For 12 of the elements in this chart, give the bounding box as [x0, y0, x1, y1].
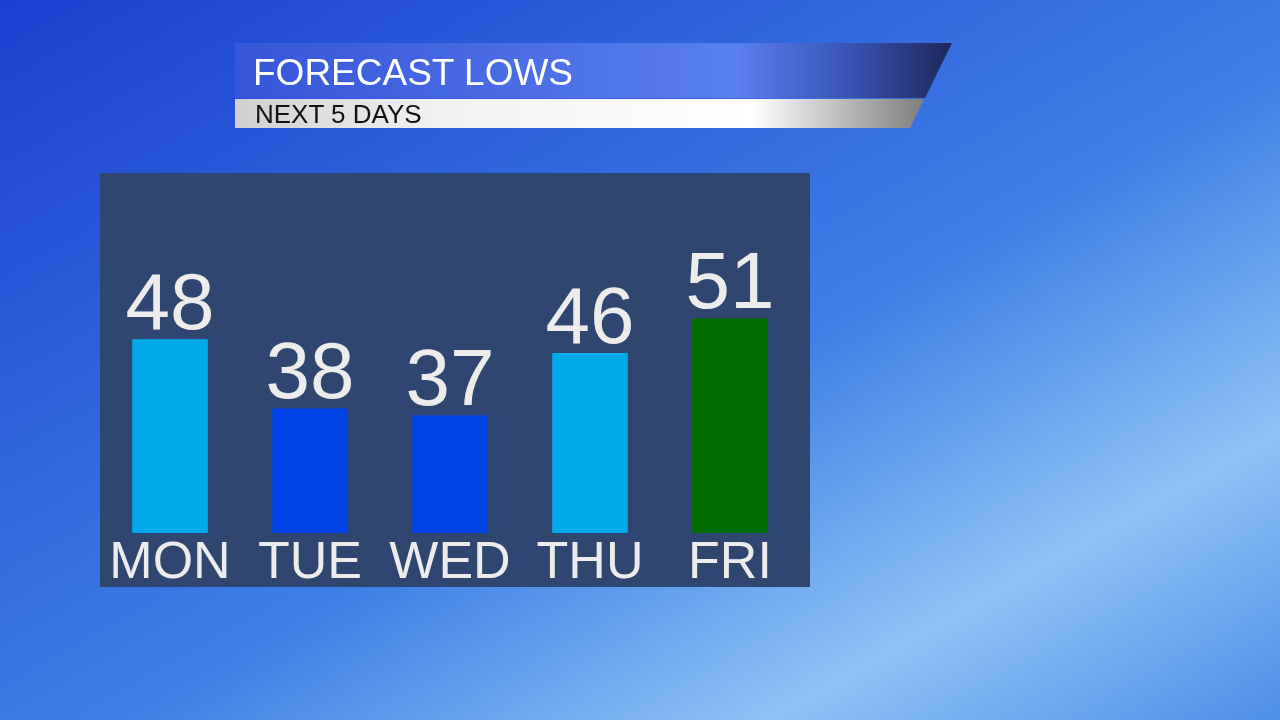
data-label: 48 [125, 257, 215, 347]
chart-title: FORECAST LOWS [253, 52, 574, 93]
x-tick-label: FRI [688, 531, 772, 589]
x-tick-label: TUE [258, 531, 362, 589]
chart-subtitle: NEXT 5 DAYS [255, 99, 422, 129]
data-label: 51 [685, 236, 775, 326]
data-label: 37 [405, 333, 495, 423]
data-label: 38 [265, 326, 355, 416]
x-tick-label: WED [389, 531, 511, 589]
x-tick-label: MON [109, 531, 231, 589]
data-label: 46 [545, 271, 635, 360]
x-tick-label: THU [536, 531, 644, 589]
